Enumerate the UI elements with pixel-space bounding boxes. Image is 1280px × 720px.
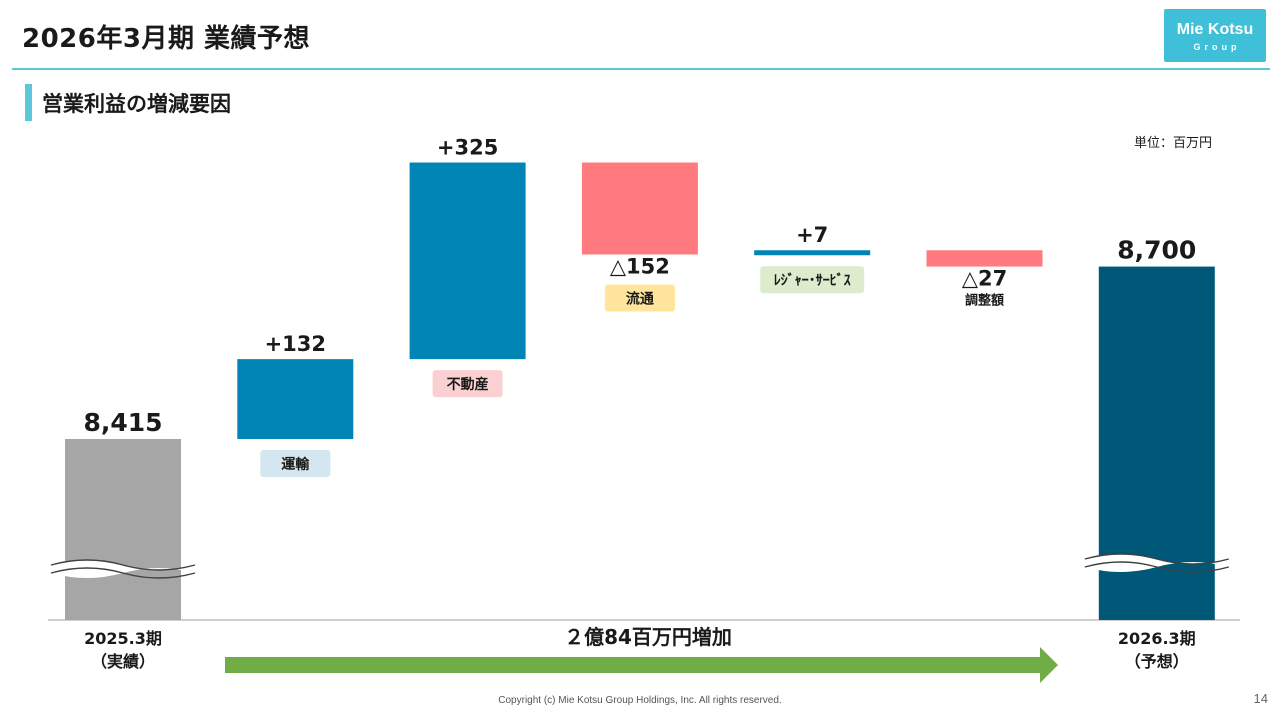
axis-break-line-bottom-6 <box>1084 561 1229 573</box>
logo-name: Mie Kotsu <box>1176 21 1254 38</box>
page-number: 14 <box>1253 691 1268 706</box>
change-arrow-shaft <box>225 657 1042 673</box>
category-tag-2 <box>432 370 503 398</box>
axis-break-line-top-6 <box>1084 553 1229 565</box>
section-marker <box>25 84 32 121</box>
category-label-0: 2025.3期 <box>84 629 162 648</box>
category-label-4: ﾚｼﾞｬｰ･ｻｰﾋﾞｽ <box>774 272 851 289</box>
bar-0 <box>65 439 181 620</box>
category-sublabel-0: （実績） <box>91 652 155 671</box>
section-title: 営業利益の増減要因 <box>42 92 231 116</box>
category-label-1: 運輸 <box>281 456 310 473</box>
axis-break-6 <box>1084 554 1229 572</box>
category-tag-3 <box>604 284 675 312</box>
axis-break-0 <box>51 560 195 578</box>
value-label-6: 8,700 <box>1117 236 1196 265</box>
bar-3 <box>581 162 698 255</box>
page-title: 2026年3月期 業績予想 <box>22 24 311 54</box>
category-sublabel-6: （予想） <box>1125 652 1189 671</box>
copyright-text: Copyright (c) Mie Kotsu Group Holdings, … <box>498 695 782 706</box>
axis-break-line-bottom-0 <box>50 567 196 579</box>
category-label-2: 不動産 <box>447 376 489 393</box>
value-label-3: △152 <box>610 254 670 278</box>
category-tag-4 <box>760 266 865 294</box>
unit-label: 単位：百万円 <box>1133 136 1212 151</box>
bar-4 <box>754 250 871 256</box>
change-label: ２億84百万円増加 <box>564 625 732 649</box>
logo-subtitle: Group <box>1193 42 1241 52</box>
title-divider <box>12 68 1270 70</box>
axis-break-line-top-0 <box>50 559 196 571</box>
bar-5 <box>926 250 1043 267</box>
value-label-0: 8,415 <box>83 408 162 437</box>
bar-2 <box>409 162 526 360</box>
category-label-6: 2026.3期 <box>1118 629 1196 648</box>
category-tag-1 <box>260 450 331 477</box>
bar-1 <box>237 359 354 439</box>
value-label-5: △27 <box>962 267 1007 291</box>
company-logo: Mie Kotsu Group <box>1164 9 1266 62</box>
value-label-2: +325 <box>437 136 498 160</box>
change-arrow-head <box>1040 647 1058 683</box>
category-label-3: 流通 <box>626 290 654 307</box>
value-label-4: +7 <box>796 223 828 247</box>
category-label-5: 調整額 <box>965 293 1004 309</box>
value-label-1: +132 <box>265 332 326 356</box>
